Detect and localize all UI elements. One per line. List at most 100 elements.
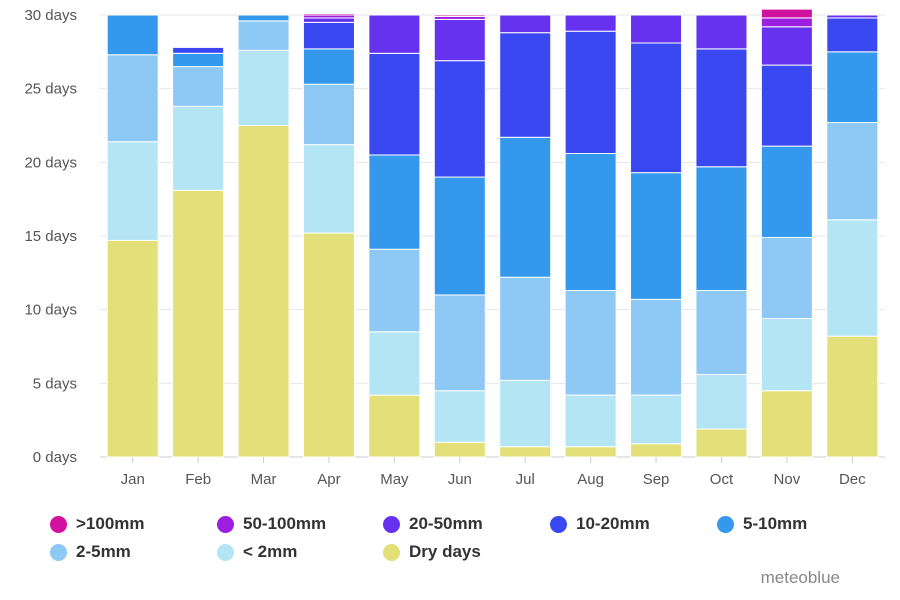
y-tick-label: 25 days [24,81,77,98]
bar-segment [760,145,813,238]
bar-segment [760,64,813,147]
x-tick-label: Nov [774,471,801,488]
brand-label: meteoblue [760,568,840,587]
x-tick-label: Mar [251,471,277,488]
y-tick-label: 30 days [24,7,77,24]
bar-segment [237,49,290,126]
bar-segment [368,14,421,54]
bar-segment [760,17,813,28]
bar-segment [106,239,159,458]
x-axis-ticks: Jan Feb Mar Apr May Jun Jul Aug Sep Oct Nov Dec [121,457,866,488]
bar-segment [302,13,355,16]
bar-segment [172,189,225,458]
bar-segment [368,52,421,156]
legend-item[interactable]: 50-100mm [217,514,326,534]
bar-segment [760,318,813,392]
bar-segment [106,14,159,56]
x-tick-label: May [380,471,409,488]
legend-swatch-icon [383,543,400,561]
bar-segment [172,46,225,54]
bar-segment [564,446,617,458]
bar-segment [433,390,486,443]
y-axis-ticks: 0 days 5 days 10 days 15 days 20 days 25 days… [24,7,77,466]
legend-label: 10-20mm [576,514,650,533]
bar-segment [760,26,813,66]
legend-item[interactable]: 10-20mm [550,514,650,534]
x-tick-label: Sep [643,471,670,488]
legend-item[interactable]: < 2mm [217,542,297,562]
legend-swatch-icon [50,515,67,533]
legend-item[interactable]: 20-50mm [383,514,483,534]
bar-segment [499,379,552,448]
bar-segment [172,66,225,107]
bar-segment [760,236,813,320]
bar-segment [630,42,683,174]
legend-item[interactable]: 2-5mm [50,542,131,562]
y-tick-label: 0 days [33,449,77,466]
legend-label: 2-5mm [76,542,131,561]
bar-segment [564,290,617,396]
bar-segment [695,373,748,430]
bar-segment [433,18,486,62]
stacked-bar-chart: 0 days 5 days 10 days 15 days 20 days 25 days… [24,7,885,488]
legend-swatch-icon [217,515,234,533]
x-tick-label: Jul [516,471,535,488]
x-tick-label: Aug [577,471,604,488]
y-tick-label: 10 days [24,302,77,319]
bar-segment [630,298,683,396]
bar-segment [564,152,617,292]
bar-segment [760,8,813,19]
bar-segment [826,219,879,337]
legend-label: 50-100mm [243,514,327,533]
y-tick-label: 20 days [24,154,77,171]
bar-segment [237,20,290,51]
bar-segment [826,17,879,53]
legend-label: 5-10mm [743,514,808,533]
bar-segment [368,154,421,250]
x-tick-label: Feb [185,471,211,488]
legend-item[interactable]: 5-10mm [717,514,807,534]
bar-segment [433,14,486,17]
x-tick-label: Jun [448,471,472,488]
bar-segment [695,166,748,292]
bar-segment [302,232,355,458]
legend-swatch-icon [717,515,734,533]
bar-segment [433,60,486,178]
bar-segment [499,446,552,458]
bar-segment [499,14,552,34]
bar-segment [630,394,683,445]
x-tick-label: Oct [710,471,734,488]
bar-segment [302,83,355,146]
bar-segment [499,276,552,381]
bar-segment [564,394,617,448]
bar-segment [368,331,421,396]
bar-segment [106,141,159,241]
x-tick-label: Apr [317,471,340,488]
legend-label: < 2mm [243,542,298,561]
bar-segment [695,428,748,458]
legend-item[interactable]: Dry days [383,542,481,562]
bar-segment [433,176,486,296]
bar-segment [564,14,617,32]
bar-segment [630,443,683,458]
bar-segment [302,48,355,85]
bar-segment [302,144,355,234]
legend-label: 20-50mm [409,514,483,533]
bar-segment [172,105,225,191]
x-tick-label: Dec [839,471,866,488]
bar-segment [302,21,355,50]
legend-swatch-icon [383,515,400,533]
bar-segment [106,54,159,143]
bar-segment [368,248,421,333]
bar-segment [826,335,879,458]
bar-segment [826,122,879,221]
legend-item[interactable]: >100mm [50,514,145,534]
y-tick-label: 5 days [33,375,77,392]
bar-segment [695,290,748,375]
bar-segment [368,394,421,458]
bar-segment [695,48,748,168]
bar-segment [630,172,683,300]
bar-segment [302,17,355,23]
bar-segment [237,125,290,458]
legend-label: >100mm [76,514,145,533]
